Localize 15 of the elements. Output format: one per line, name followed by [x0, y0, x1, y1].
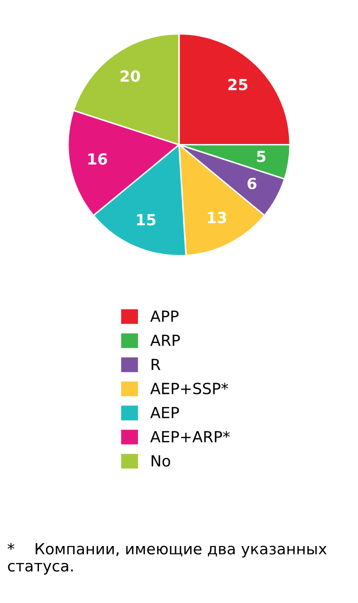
text: * Компании, имеющие два указанных статуса. — [8, 542, 327, 575]
data-label: 20 — [120, 70, 140, 82]
data-label: 6 — [248, 178, 256, 190]
legend-label: APP — [150, 310, 179, 322]
legend-label: ARP — [150, 334, 180, 346]
legend-label: AEP — [150, 407, 179, 418]
data-label: 25 — [228, 78, 248, 90]
legend-label: No — [152, 455, 170, 467]
data-label: 5 — [257, 150, 266, 162]
legend-label: AEP+ARP* — [150, 430, 230, 442]
data-label: 15 — [137, 214, 156, 226]
legend-label: AEP+SSP* — [150, 382, 228, 394]
data-label: 16 — [88, 153, 108, 165]
data-label: 13 — [208, 212, 226, 224]
legend-label: R — [152, 358, 160, 370]
